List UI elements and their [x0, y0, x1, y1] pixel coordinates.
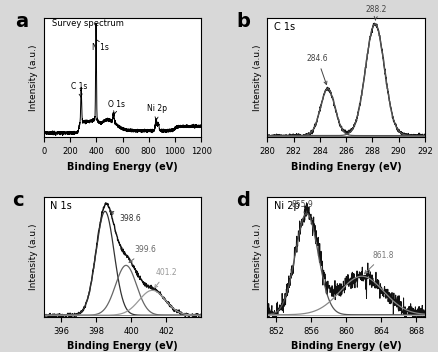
Text: Ni 2p: Ni 2p [148, 104, 167, 120]
X-axis label: Binding Energy (eV): Binding Energy (eV) [291, 341, 402, 351]
Text: O 1s: O 1s [108, 100, 125, 114]
X-axis label: Binding Energy (eV): Binding Energy (eV) [67, 341, 178, 351]
Text: 398.6: 398.6 [110, 212, 141, 223]
Text: 399.6: 399.6 [129, 245, 157, 263]
Text: 401.2: 401.2 [155, 268, 177, 288]
Text: c: c [12, 191, 24, 210]
Y-axis label: Intensity (a.u.): Intensity (a.u.) [253, 224, 262, 290]
Text: Survey spectrum: Survey spectrum [52, 19, 124, 28]
Text: 861.8: 861.8 [365, 251, 394, 274]
Text: N 1s: N 1s [50, 201, 72, 211]
Y-axis label: Intensity (a.u.): Intensity (a.u.) [253, 44, 262, 111]
Text: a: a [15, 12, 28, 31]
X-axis label: Binding Energy (eV): Binding Energy (eV) [67, 162, 178, 171]
Text: b: b [236, 12, 250, 31]
Text: 855.9: 855.9 [292, 200, 314, 215]
Y-axis label: Intensity (a.u.): Intensity (a.u.) [29, 224, 38, 290]
Text: C 1s: C 1s [71, 82, 88, 97]
X-axis label: Binding Energy (eV): Binding Energy (eV) [291, 162, 402, 171]
Y-axis label: Intensity (a.u.): Intensity (a.u.) [29, 44, 38, 111]
Text: 288.2: 288.2 [366, 5, 387, 20]
Text: Ni 2p: Ni 2p [274, 201, 300, 211]
Text: 284.6: 284.6 [307, 54, 328, 84]
Text: C 1s: C 1s [274, 21, 295, 32]
Text: N 1s: N 1s [92, 40, 109, 52]
Text: d: d [236, 191, 250, 210]
